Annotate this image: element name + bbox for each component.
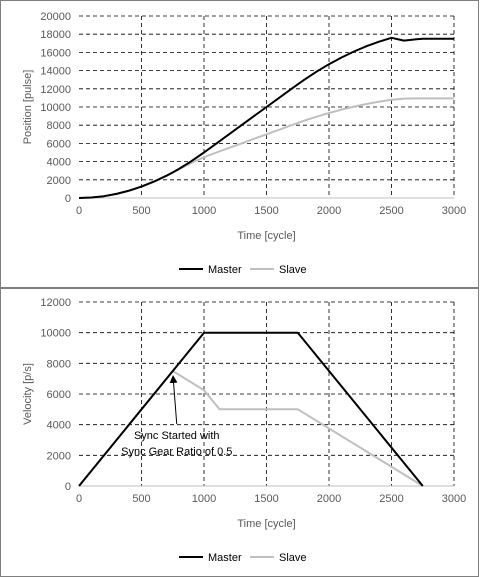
position-y-tick-label: 18000 [40, 29, 71, 41]
position-x-tick-label: 1000 [192, 205, 216, 217]
velocity-y-tick-label: 10000 [40, 328, 71, 340]
position-x-axis-title: Time [cycle] [237, 230, 295, 242]
velocity-chart: 0 500 1000 1500 2000 2500 3000 0 2000 4000 6000 800… [22, 297, 466, 564]
velocity-y-tick-label: 4000 [47, 420, 71, 432]
velocity-chart-panel: 0 500 1000 1500 2000 2500 3000 0 2000 4000 6000 800… [0, 288, 479, 577]
position-x-tick-label: 3000 [442, 205, 466, 217]
velocity-legend-master-label: Master [208, 552, 242, 564]
velocity-annotation-arrow [169, 375, 178, 425]
velocity-x-tick-label: 1500 [254, 493, 278, 505]
position-y-axis-title: Position [pulse] [22, 70, 34, 145]
position-legend-slave-label: Slave [279, 264, 307, 276]
position-series-slave-line [78, 97, 454, 199]
velocity-y-tick-label: 12000 [40, 297, 71, 309]
velocity-x-tick-label: 2000 [317, 493, 341, 505]
position-y-tick-label: 6000 [47, 138, 71, 150]
velocity-legend-slave-label: Slave [279, 552, 307, 564]
position-y-tick-label: 20000 [40, 11, 71, 23]
velocity-x-tick-label: 3000 [442, 493, 466, 505]
position-series-master-line [78, 36, 454, 199]
velocity-y-tick-label: 6000 [47, 389, 71, 401]
velocity-x-axis-title: Time [cycle] [237, 518, 295, 530]
position-legend-master-label: Master [208, 264, 242, 276]
position-x-tick-label: 0 [76, 205, 82, 217]
position-y-tick-label: 8000 [47, 120, 71, 132]
velocity-x-tick-label: 1000 [192, 493, 216, 505]
position-x-tick-label: 2500 [379, 205, 403, 217]
velocity-y-tick-label: 0 [65, 481, 71, 493]
position-y-tick-label: 0 [65, 193, 71, 205]
velocity-annotation-text: Sync Gear Ratio of 0.5 [121, 446, 232, 458]
position-x-tick-label: 2000 [317, 205, 341, 217]
velocity-y-tick-label: 2000 [47, 450, 71, 462]
position-y-tick-label: 4000 [47, 157, 71, 169]
velocity-y-axis-title: Velocity [p/s] [22, 363, 34, 425]
position-x-tick-label: 1500 [254, 205, 278, 217]
position-y-tick-label: 10000 [40, 102, 71, 114]
position-y-tick-label: 12000 [40, 84, 71, 96]
velocity-series-master-line [78, 331, 424, 487]
velocity-series-slave-line [78, 370, 424, 487]
position-chart: 0 500 1000 1500 2000 2500 3000 0 2000 4000 6000 800… [22, 11, 466, 276]
position-y-tick-label: 14000 [40, 66, 71, 78]
velocity-x-tick-label: 2500 [379, 493, 403, 505]
position-y-tick-label: 16000 [40, 47, 71, 59]
position-chart-panel: 0 500 1000 1500 2000 2500 3000 0 2000 4000 6000 800… [0, 0, 479, 288]
velocity-annotation-text: Sync Started with [134, 430, 220, 442]
velocity-x-tick-label: 500 [132, 493, 150, 505]
velocity-x-tick-label: 0 [76, 493, 82, 505]
velocity-y-tick-label: 8000 [47, 358, 71, 370]
position-x-tick-label: 500 [132, 205, 150, 217]
position-y-tick-label: 2000 [47, 175, 71, 187]
